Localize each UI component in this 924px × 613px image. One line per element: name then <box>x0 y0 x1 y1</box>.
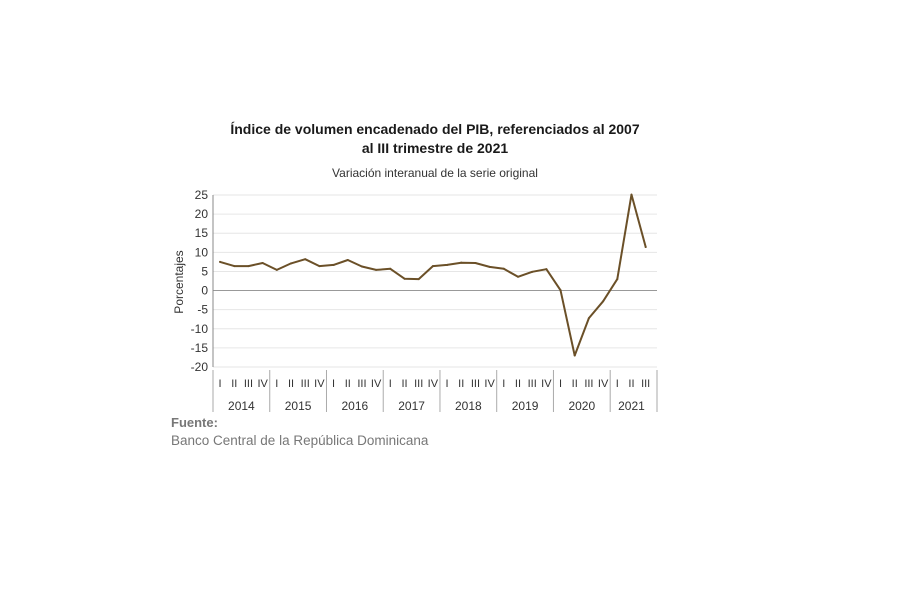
data-point <box>545 268 548 271</box>
y-tick-label: -10 <box>191 322 209 336</box>
x-quarter-label: II <box>458 378 464 390</box>
x-quarter-label: IV <box>541 378 552 390</box>
series-line-group <box>219 193 647 357</box>
x-quarter-label: IV <box>428 378 439 390</box>
y-tick-label: 15 <box>195 226 209 240</box>
x-quarter-label: II <box>628 378 634 390</box>
y-tick-label: -15 <box>191 341 209 355</box>
data-point <box>488 265 491 268</box>
data-point <box>516 275 519 278</box>
x-quarter-label: II <box>572 378 578 390</box>
data-point <box>531 270 534 273</box>
x-year-label: 2020 <box>568 399 595 413</box>
x-year-label: 2019 <box>512 399 539 413</box>
x-quarter-label: I <box>559 378 562 390</box>
x-quarter-label: I <box>446 378 449 390</box>
data-point <box>332 263 335 266</box>
y-axis-label: Porcentajes <box>172 250 186 313</box>
x-quarter-label: III <box>414 378 423 390</box>
data-point <box>375 268 378 271</box>
source-label: Fuente: <box>171 415 218 430</box>
x-quarter-label: I <box>219 378 222 390</box>
x-quarter-label: I <box>502 378 505 390</box>
data-point <box>573 354 576 357</box>
data-point <box>602 300 605 303</box>
chart-subtitle: Variación interanual de la serie origina… <box>332 166 538 180</box>
x-quarter-label: III <box>471 378 480 390</box>
x-quarter-label: I <box>616 378 619 390</box>
data-point <box>360 265 363 268</box>
x-quarter-label: IV <box>314 378 325 390</box>
x-quarter-label: III <box>528 378 537 390</box>
data-point <box>403 277 406 280</box>
x-quarter-label: IV <box>484 378 495 390</box>
data-point <box>346 258 349 261</box>
data-point <box>417 278 420 281</box>
data-point <box>502 267 505 270</box>
x-quarter-label: III <box>301 378 310 390</box>
data-point <box>304 258 307 261</box>
x-quarter-label: II <box>231 378 237 390</box>
source-text: Banco Central de la República Dominicana <box>171 433 429 448</box>
data-point <box>233 265 236 268</box>
x-quarter-label: III <box>641 378 650 390</box>
chart-title: Índice de volumen encadenado del PIB, re… <box>170 120 700 158</box>
data-point <box>616 278 619 281</box>
x-quarter-label: II <box>345 378 351 390</box>
x-quarter-label: IV <box>257 378 268 390</box>
y-tick-label: -20 <box>191 360 209 374</box>
data-point <box>247 265 250 268</box>
x-quarter-label: II <box>288 378 294 390</box>
x-year-label: 2021 <box>618 399 645 413</box>
data-point <box>474 262 477 265</box>
x-quarter-label: II <box>401 378 407 390</box>
data-point <box>275 268 278 271</box>
data-point <box>431 265 434 268</box>
y-tick-label: 5 <box>201 264 208 278</box>
data-point <box>261 262 264 265</box>
data-point <box>219 260 222 263</box>
data-point <box>559 289 562 292</box>
grid-lines <box>212 194 657 368</box>
data-point <box>318 265 321 268</box>
y-tick-label: -5 <box>197 303 208 317</box>
data-point <box>630 193 633 196</box>
y-axis-ticks: 25 20 15 10 5 0 -5 -10 -15 -20 <box>191 188 209 374</box>
x-quarter-label: IV <box>598 378 609 390</box>
x-year-label: 2015 <box>285 399 312 413</box>
y-tick-label: 20 <box>195 207 209 221</box>
data-point <box>587 317 590 320</box>
y-tick-label: 0 <box>201 284 208 298</box>
x-quarter-label: III <box>357 378 366 390</box>
data-point <box>446 263 449 266</box>
x-quarter-label: III <box>584 378 593 390</box>
chart-title-line-2: al III trimestre de 2021 <box>361 140 509 156</box>
y-tick-label: 10 <box>195 245 209 259</box>
x-quarter-label: I <box>332 378 335 390</box>
x-year-label: 2018 <box>455 399 482 413</box>
x-quarter-label: I <box>275 378 278 390</box>
x-quarter-label: IV <box>371 378 382 390</box>
chart-title-line-1: Índice de volumen encadenado del PIB, re… <box>230 121 640 137</box>
x-year-label: 2016 <box>342 399 369 413</box>
x-quarter-label: I <box>389 378 392 390</box>
data-point <box>460 261 463 264</box>
x-quarter-label: III <box>244 378 253 390</box>
y-tick-label: 25 <box>195 188 209 202</box>
x-year-label: 2017 <box>398 399 425 413</box>
series-line <box>219 193 647 357</box>
x-year-label: 2014 <box>228 399 255 413</box>
data-point <box>389 267 392 270</box>
data-point <box>290 262 293 265</box>
x-quarter-label: II <box>515 378 521 390</box>
data-point <box>644 245 647 248</box>
